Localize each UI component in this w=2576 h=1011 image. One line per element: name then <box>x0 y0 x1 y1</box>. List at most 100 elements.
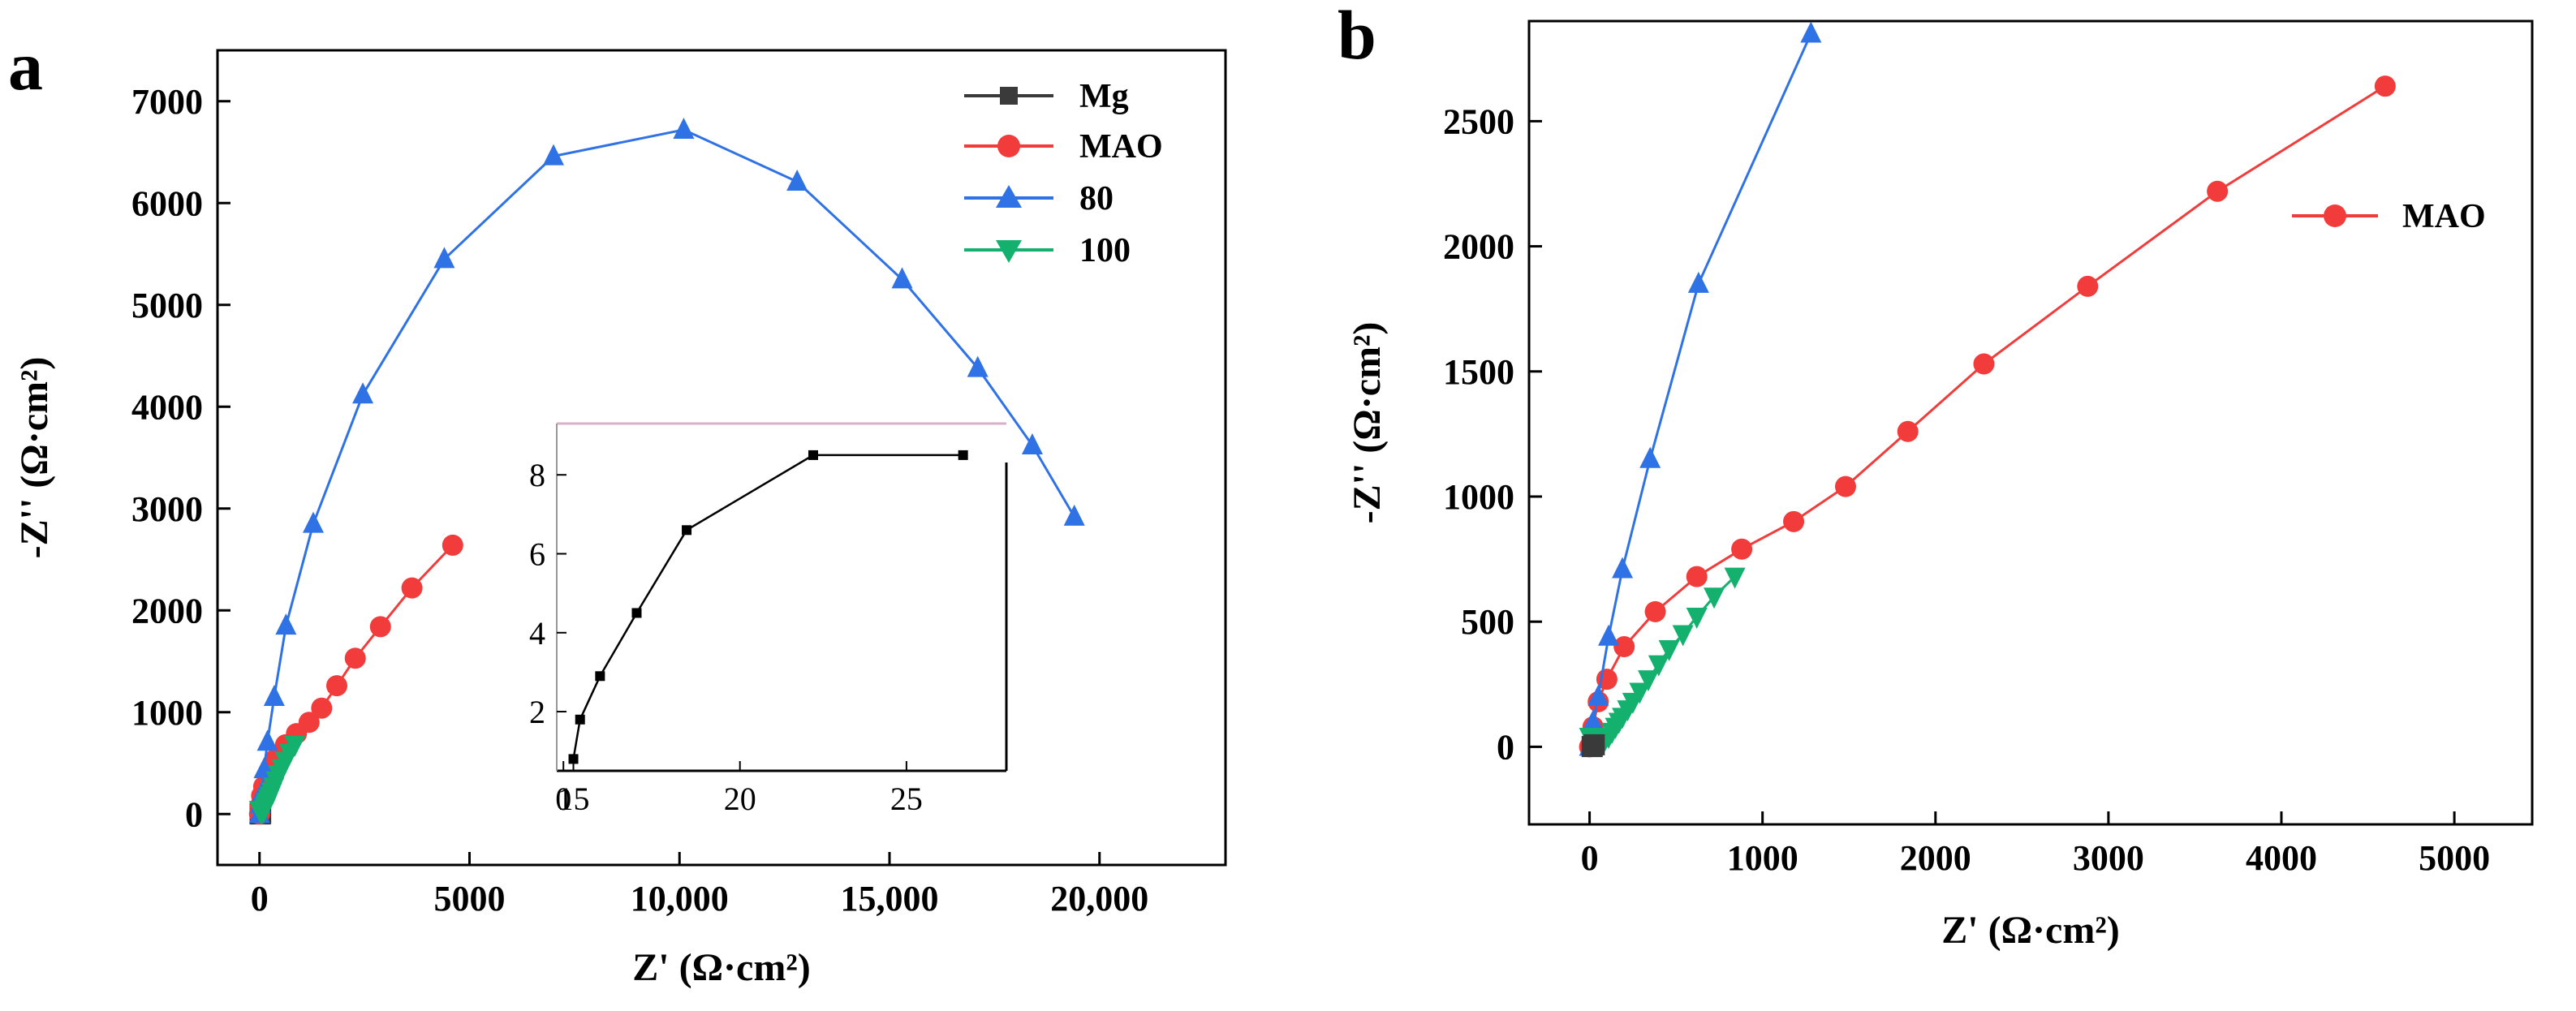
point-a-100-18 <box>284 735 306 757</box>
panel-label-a: a <box>8 27 43 105</box>
point-b-mao-8 <box>1783 510 1805 532</box>
point-b-mao-10 <box>1897 420 1919 442</box>
point-a-80-9 <box>433 247 455 269</box>
inset-series-line <box>572 454 963 759</box>
point-a-80-10 <box>543 144 564 166</box>
point-a-80-5 <box>263 684 285 706</box>
inset-x-tick-label-1: 15 <box>558 781 590 817</box>
series-line-a-mao <box>258 544 454 815</box>
inset-x-tick-label-0: 0 <box>555 781 571 817</box>
inset-y-tick-label-3: 8 <box>529 457 545 493</box>
y-tick-label-a-6: 6000 <box>131 183 203 223</box>
x-tick-label-b-1: 1000 <box>1727 838 1798 878</box>
legend-label-mg: Mg <box>1079 78 1129 115</box>
point-a-80-12 <box>786 169 808 191</box>
point-a-mao-11 <box>344 647 366 669</box>
point-a-80-6 <box>275 613 297 635</box>
series-line-a-80 <box>258 128 1075 815</box>
point-a-mao-14 <box>442 534 463 556</box>
inset-point-4 <box>682 525 692 536</box>
point-b-80-3 <box>1598 624 1620 646</box>
legend-b: MAO <box>2292 198 2486 235</box>
series-b-mao <box>1579 75 2396 758</box>
point-b-100-13 <box>1648 655 1669 677</box>
point-a-80-8 <box>352 382 374 404</box>
x-axis-title-a: Z' (Ω·cm²) <box>632 946 810 989</box>
y-axis-title-a: -Z'' (Ω·cm²) <box>13 357 56 559</box>
series-group-a <box>248 117 1085 825</box>
series-b-mg <box>1581 734 1605 758</box>
x-tick-label-b-5: 5000 <box>2419 838 2490 878</box>
y-tick-label-a-2: 2000 <box>131 591 203 630</box>
legend-label-80: 80 <box>1079 180 1114 217</box>
inset-y-tick-label-0: 2 <box>529 694 545 730</box>
inset-point-3 <box>631 608 642 618</box>
series-line-b-mao <box>1588 84 2386 747</box>
legend-item-b-mao: MAO <box>2292 198 2486 235</box>
panel-label-b: b <box>1338 0 1376 74</box>
point-a-80-13 <box>891 267 913 289</box>
legend-marker-b-mao <box>2324 204 2346 227</box>
x-tick-label-a-4: 20,000 <box>1050 879 1148 919</box>
point-b-80-7 <box>1800 21 1822 43</box>
x-tick-label-b-2: 2000 <box>1900 838 1971 878</box>
inset-y-tick-label-1: 4 <box>529 615 545 652</box>
point-b-100-11 <box>1629 682 1651 704</box>
y-tick-label-a-0: 0 <box>185 794 203 834</box>
point-b-mao-13 <box>2207 180 2229 202</box>
point-b-mao-9 <box>1834 475 1856 497</box>
y-tick-label-b-0: 0 <box>1497 727 1514 767</box>
point-b-100-17 <box>1704 587 1725 609</box>
point-a-80-15 <box>1021 432 1043 454</box>
inset-point-5 <box>808 450 818 460</box>
legend-label-mao: MAO <box>1079 128 1163 166</box>
point-b-100-16 <box>1686 607 1708 629</box>
point-a-mao-8 <box>298 712 320 734</box>
y-tick-label-a-7: 7000 <box>131 82 203 122</box>
y-tick-label-b-1: 500 <box>1461 602 1514 642</box>
legend-label-b-mao: MAO <box>2402 198 2486 235</box>
legend-item-mg: Mg <box>964 78 1129 115</box>
point-a-80-11 <box>673 117 695 139</box>
x-tick-label-a-1: 5000 <box>434 879 506 919</box>
plot-frame-b <box>1527 19 2534 826</box>
x-tick-label-b-0: 0 <box>1581 838 1599 878</box>
y-tick-label-a-3: 3000 <box>131 489 203 529</box>
inset-plot: 015 20 25 2 4 6 8 <box>529 422 1008 817</box>
panel-b: b 0 1000 2000 3000 4000 5000 0 500 1000 1500 2000 2… <box>1338 0 2534 952</box>
legend-marker-100 <box>996 240 1022 263</box>
y-tick-label-b-2: 1000 <box>1443 477 1514 517</box>
x-tick-label-a-0: 0 <box>251 879 269 919</box>
point-b-mao-14 <box>2374 75 2396 97</box>
point-a-mao-10 <box>325 675 347 697</box>
plot-frame-a <box>216 49 1227 867</box>
legend-item-80: 80 <box>964 180 1114 217</box>
point-b-mg-1 <box>1583 734 1605 755</box>
inset-y-tick-label-2: 6 <box>529 536 545 573</box>
point-b-100-18 <box>1724 567 1746 589</box>
point-b-100-12 <box>1638 670 1660 692</box>
point-a-80-4 <box>256 729 278 751</box>
point-b-100-14 <box>1658 640 1680 662</box>
y-tick-label-b-5: 2500 <box>1443 101 1514 141</box>
inset-point-1 <box>575 714 585 725</box>
point-a-mao-13 <box>401 577 423 599</box>
inset-point-6 <box>958 450 968 460</box>
point-a-80-7 <box>302 511 324 533</box>
x-tick-label-b-3: 3000 <box>2073 838 2144 878</box>
y-tick-label-a-1: 1000 <box>131 693 203 733</box>
series-b-100 <box>1579 567 1746 755</box>
point-b-mao-11 <box>1973 353 1995 375</box>
legend-marker-80 <box>996 185 1022 208</box>
inset-point-2 <box>595 671 605 682</box>
point-b-80-2 <box>1587 684 1609 706</box>
point-b-mao-5 <box>1644 600 1666 622</box>
point-b-mao-12 <box>2077 275 2099 297</box>
series-b-80 <box>1579 21 1822 756</box>
point-b-mao-7 <box>1731 538 1753 560</box>
inset-x-tick-label-3: 25 <box>890 781 923 817</box>
legend-item-100: 100 <box>964 232 1131 269</box>
legend-a: Mg MAO 80 100 <box>964 78 1163 269</box>
series-group-b <box>1579 21 2396 758</box>
